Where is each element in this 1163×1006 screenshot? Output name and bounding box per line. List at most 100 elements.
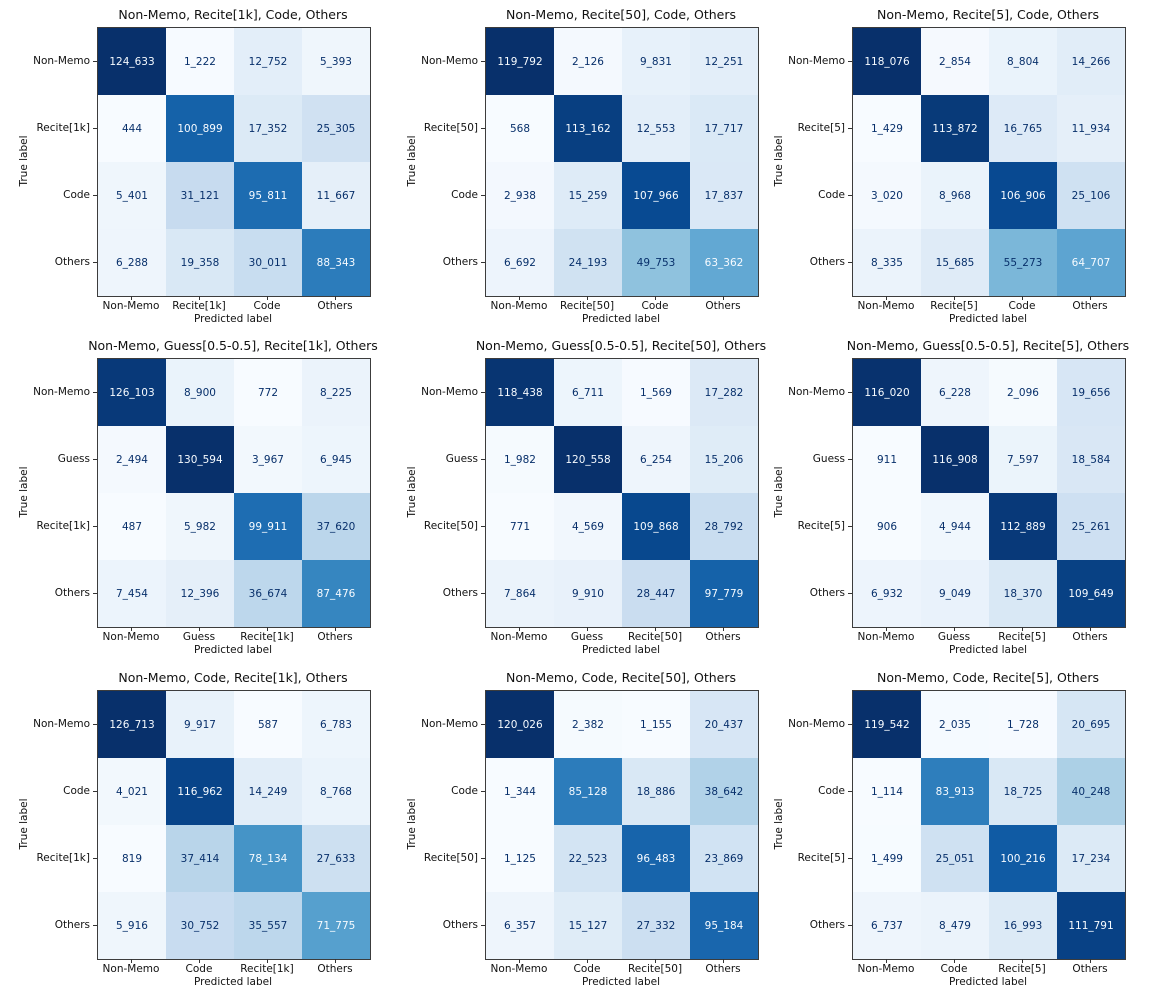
heatmap-cell: 19_358 bbox=[166, 229, 234, 296]
y-tick-label: Non-Memo bbox=[421, 717, 478, 730]
heatmap-cell: 23_869 bbox=[690, 825, 758, 892]
heatmap-cell: 25_106 bbox=[1057, 162, 1125, 229]
heatmap-cell: 118_438 bbox=[486, 359, 554, 426]
heatmap-cell: 112_889 bbox=[989, 493, 1057, 560]
x-tick-label: Non-Memo bbox=[857, 300, 915, 312]
y-tick-label: Recite[1k] bbox=[36, 851, 90, 864]
heatmap-cell: 12_251 bbox=[690, 28, 758, 95]
heatmap-grid: 119_542 2_035 1_728 20_695 1_114 83_913 18_725… bbox=[852, 690, 1126, 960]
x-tick-label: Non-Memo bbox=[102, 300, 160, 312]
heatmap-cell: 14_266 bbox=[1057, 28, 1125, 95]
heatmap-cell: 130_594 bbox=[166, 426, 234, 493]
heatmap-cell: 6_692 bbox=[486, 229, 554, 296]
x-tick-label: Guess bbox=[182, 631, 216, 643]
heatmap-cell: 124_633 bbox=[98, 28, 166, 95]
heatmap-cell: 819 bbox=[98, 825, 166, 892]
x-tick-mark bbox=[267, 296, 268, 300]
heatmap-cell: 6_228 bbox=[921, 359, 989, 426]
x-tick-mark bbox=[954, 627, 955, 631]
x-tick-label: Recite[1k] bbox=[172, 300, 226, 312]
heatmap-cell: 8_225 bbox=[302, 359, 370, 426]
y-tick-label: Others bbox=[442, 918, 478, 931]
x-tick-label: Code bbox=[1008, 300, 1036, 312]
heatmap-cell: 95_811 bbox=[234, 162, 302, 229]
x-tick-mark bbox=[1090, 959, 1091, 963]
heatmap-cell: 5_393 bbox=[302, 28, 370, 95]
heatmap-cell: 83_913 bbox=[921, 758, 989, 825]
heatmap-cell: 111_791 bbox=[1057, 892, 1125, 959]
y-tick-label: Code bbox=[63, 188, 90, 201]
axes-title: Non-Memo, Guess[0.5-0.5], Recite[5], Oth… bbox=[846, 338, 1130, 353]
heatmap-cell: 31_121 bbox=[166, 162, 234, 229]
y-axis-label: True label bbox=[406, 798, 418, 850]
heatmap-cell: 27_332 bbox=[622, 892, 690, 959]
x-tick-label: Recite[1k] bbox=[240, 963, 294, 975]
heatmap-cell: 11_667 bbox=[302, 162, 370, 229]
heatmap-cell: 36_674 bbox=[234, 560, 302, 627]
x-tick-label: Recite[5] bbox=[930, 300, 978, 312]
y-tick-mark bbox=[93, 194, 97, 196]
y-tick-mark bbox=[93, 127, 97, 129]
heatmap-cell: 17_234 bbox=[1057, 825, 1125, 892]
heatmap-cell: 7_454 bbox=[98, 560, 166, 627]
x-tick-mark bbox=[131, 296, 132, 300]
confusion-matrix-panel: Non-Memo, Recite[5], Code, Others True la… bbox=[755, 0, 1163, 335]
heatmap-cell: 2_382 bbox=[554, 691, 622, 758]
heatmap-cell: 17_837 bbox=[690, 162, 758, 229]
x-tick-label: Others bbox=[705, 300, 741, 312]
x-tick-mark bbox=[587, 296, 588, 300]
x-tick-mark bbox=[886, 627, 887, 631]
x-tick-mark bbox=[519, 959, 520, 963]
confusion-matrix-panel: Non-Memo, Code, Recite[1k], Others True l… bbox=[0, 663, 408, 998]
y-tick-mark bbox=[481, 857, 485, 859]
x-tick-mark bbox=[655, 296, 656, 300]
heatmap-cell: 1_499 bbox=[853, 825, 921, 892]
y-axis-label: True label bbox=[773, 135, 785, 187]
heatmap-cell: 97_779 bbox=[690, 560, 758, 627]
heatmap-cell: 64_707 bbox=[1057, 229, 1125, 296]
heatmap-cell: 772 bbox=[234, 359, 302, 426]
heatmap-cell: 9_049 bbox=[921, 560, 989, 627]
heatmap-cell: 19_656 bbox=[1057, 359, 1125, 426]
y-tick-mark bbox=[481, 525, 485, 527]
heatmap-cell: 5_982 bbox=[166, 493, 234, 560]
y-tick-label: Code bbox=[818, 784, 845, 797]
x-tick-mark bbox=[954, 296, 955, 300]
confusion-matrix-panel: Non-Memo, Code, Recite[5], Others True la… bbox=[755, 663, 1163, 998]
y-tick-mark bbox=[848, 924, 852, 926]
heatmap-cell: 3_967 bbox=[234, 426, 302, 493]
heatmap-cell: 9_910 bbox=[554, 560, 622, 627]
heatmap-cell: 40_248 bbox=[1057, 758, 1125, 825]
y-tick-mark bbox=[848, 127, 852, 129]
confusion-matrix-panel: Non-Memo, Code, Recite[50], Others True l… bbox=[388, 663, 796, 998]
x-tick-mark bbox=[655, 627, 656, 631]
heatmap-cell: 4_944 bbox=[921, 493, 989, 560]
x-axis-label: Predicted label bbox=[948, 976, 1028, 988]
x-tick-label: Code bbox=[573, 963, 601, 975]
y-tick-label: Others bbox=[54, 255, 90, 268]
heatmap-cell: 6_254 bbox=[622, 426, 690, 493]
y-tick-mark bbox=[93, 525, 97, 527]
heatmap-cell: 113_162 bbox=[554, 95, 622, 162]
x-tick-label: Guess bbox=[937, 631, 971, 643]
x-axis-label: Predicted label bbox=[581, 313, 661, 325]
y-tick-label: Others bbox=[809, 586, 845, 599]
heatmap-cell: 1_125 bbox=[486, 825, 554, 892]
heatmap-cell: 6_783 bbox=[302, 691, 370, 758]
x-tick-mark bbox=[199, 959, 200, 963]
y-tick-label: Others bbox=[442, 255, 478, 268]
heatmap-cell: 20_437 bbox=[690, 691, 758, 758]
y-tick-label: Others bbox=[54, 586, 90, 599]
y-tick-label: Code bbox=[818, 188, 845, 201]
y-tick-label: Guess bbox=[445, 452, 478, 465]
y-tick-mark bbox=[93, 924, 97, 926]
heatmap-cell: 8_900 bbox=[166, 359, 234, 426]
y-tick-mark bbox=[93, 391, 97, 393]
heatmap-cell: 18_725 bbox=[989, 758, 1057, 825]
axes-title: Non-Memo, Code, Recite[5], Others bbox=[876, 670, 1100, 685]
heatmap-cell: 6_932 bbox=[853, 560, 921, 627]
heatmap-cell: 911 bbox=[853, 426, 921, 493]
axes-title: Non-Memo, Code, Recite[50], Others bbox=[506, 670, 736, 685]
y-tick-label: Non-Memo bbox=[421, 385, 478, 398]
heatmap-cell: 100_899 bbox=[166, 95, 234, 162]
